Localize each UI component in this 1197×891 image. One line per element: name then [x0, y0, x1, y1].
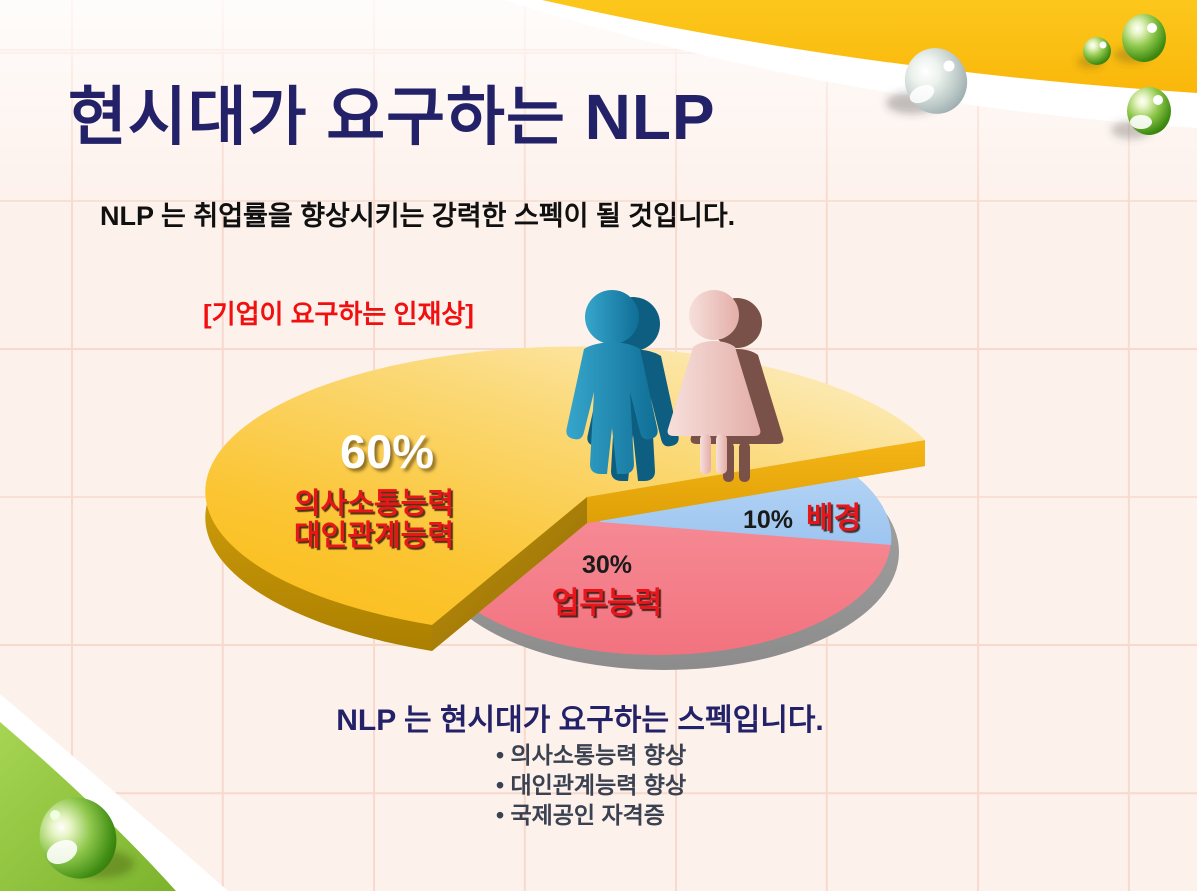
conclusion-heading: NLP 는 현시대가 요구하는 스펙입니다. — [336, 704, 824, 737]
list-item: • 의사소통능력 향상 — [496, 742, 687, 768]
slice-10-name-label: 배경 — [806, 502, 862, 535]
slice-60-percent-label: 60% — [339, 425, 435, 478]
conclusion-bullet-list: • 의사소통능력 향상 • 대인관계능력 향상 • 국제공인 자격증 — [496, 740, 686, 830]
list-item: • 대인관계능력 향상 — [496, 772, 687, 798]
slice-60-name-label: 의사소통능력 대인관계능력 — [282, 488, 466, 552]
slice-30-percent-label: 30% — [581, 551, 633, 579]
water-drop-icon — [1114, 14, 1166, 63]
slice-10-percent-label: 10% — [743, 506, 794, 534]
water-drop-icon — [39, 797, 134, 879]
slice-60-name-line2: 대인관계능력 — [293, 520, 455, 552]
slide-subtitle: NLP 는 취업률을 향상시키는 강력한 스펙이 될 것입니다. — [100, 201, 736, 231]
chart-heading: [기업이 요구하는 인재상] — [203, 299, 474, 329]
slice-60-name-line1: 의사소통능력 — [293, 488, 455, 520]
slice-10-label-row: 10% 배경 — [743, 493, 861, 537]
water-drop-icon — [1111, 87, 1171, 139]
water-drop-icon — [886, 48, 968, 114]
slide-title: 현시대가 요구하는 NLP — [68, 81, 716, 153]
slice-30-name-label: 업무능력 — [551, 587, 663, 620]
list-item: • 국제공인 자격증 — [496, 802, 665, 828]
water-drop-icon — [1077, 37, 1111, 68]
top-banner-shape — [542, 0, 1197, 93]
